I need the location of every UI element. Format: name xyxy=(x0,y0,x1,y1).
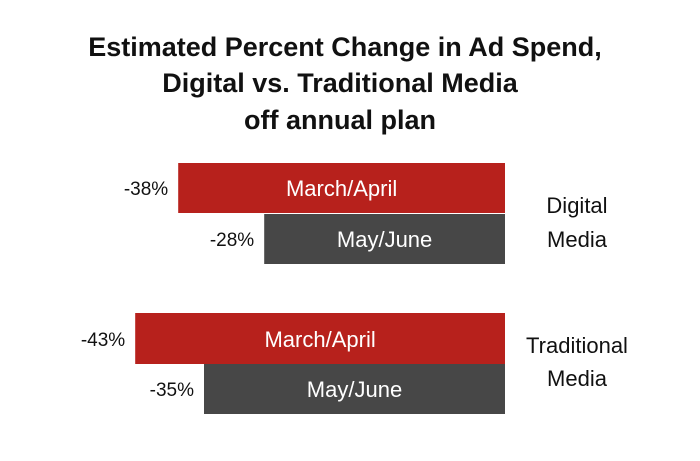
bar-label-digital-march-april: March/April xyxy=(286,176,397,201)
value-label-digital-march-april: -38% xyxy=(124,179,168,200)
bar-label-traditional-march-april: March/April xyxy=(264,327,375,352)
chart-title-line-1: Estimated Percent Change in Ad Spend, xyxy=(88,32,602,62)
chart-title-line-2: Digital vs. Traditional Media xyxy=(162,68,519,98)
bar-label-traditional-may-june: May/June xyxy=(307,377,402,402)
group-label-digital-line-1: Digital xyxy=(546,193,607,218)
bar-digital-may-june xyxy=(264,214,505,264)
value-label-traditional-march-april: -43% xyxy=(81,330,125,351)
bar-traditional-may-june xyxy=(204,364,505,414)
value-label-digital-may-june: -28% xyxy=(210,230,254,251)
bar-digital-march-april xyxy=(178,163,505,213)
chart-title-line-3: off annual plan xyxy=(244,105,436,135)
bar-label-digital-may-june: May/June xyxy=(337,227,432,252)
group-label-digital-line-2: Media xyxy=(547,227,608,252)
bar-traditional-march-april xyxy=(135,313,505,364)
value-label-traditional-may-june: -35% xyxy=(150,380,194,401)
group-label-traditional-line-1: Traditional xyxy=(526,333,628,358)
group-label-traditional-line-2: Media xyxy=(547,366,608,391)
